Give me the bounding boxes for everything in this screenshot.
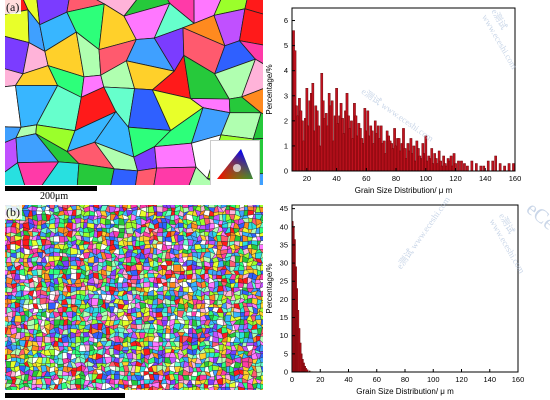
x-tick-label: 120 [455, 375, 468, 384]
grain-mosaic [5, 205, 263, 390]
y-tick-label: 30 [280, 259, 288, 268]
histogram-bar [503, 165, 506, 172]
x-tick-label: 80 [392, 174, 400, 183]
x-tick-label: 60 [362, 174, 370, 183]
ebsd-map-fine [5, 205, 263, 390]
x-tick-label: 120 [449, 174, 462, 183]
scale-bar-a-label: 200μm [40, 191, 69, 202]
y-tick-label: 5 [284, 41, 288, 50]
ipf-color-key [210, 140, 260, 185]
bar-series [291, 221, 313, 373]
histogram-bar [494, 155, 497, 172]
histogram-bar [460, 160, 463, 172]
scale-bar-a [5, 186, 97, 191]
panel-label-a: (a) [4, 0, 22, 14]
x-tick-label: 40 [344, 375, 352, 384]
histogram-bar [482, 165, 486, 172]
y-axis-label: Percentage/% [265, 263, 274, 313]
y-tick-label: 0 [284, 368, 288, 377]
histogram-bar [491, 160, 495, 172]
ebsd-map-coarse [5, 0, 263, 185]
x-tick-label: 100 [420, 174, 433, 183]
y-tick-label: 15 [280, 313, 288, 322]
x-tick-label: 160 [512, 375, 525, 384]
panel-label-b: (b) [4, 205, 22, 219]
y-tick-label: 2 [284, 116, 288, 125]
histogram-bar [475, 163, 478, 172]
plot-frame [291, 204, 519, 373]
histogram-bar [466, 165, 469, 172]
y-tick-label: 35 [280, 240, 288, 249]
plot-frame [291, 7, 516, 172]
histogram-bar [479, 165, 483, 172]
histogram-fine: 0 20 40 60 80 100 120 140 160 0 5 10 15 20 25 30 35 40 45 G… [265, 204, 525, 396]
y-tick-label: 3 [284, 91, 288, 100]
x-axis-label: Grain Size Distribution/ μ m [356, 387, 454, 396]
y-tick-label: 45 [280, 204, 288, 213]
x-tick-label: 40 [332, 174, 340, 183]
x-tick-label: 20 [316, 375, 324, 384]
histogram-bar [457, 160, 460, 172]
histogram-bar [470, 160, 474, 172]
x-tick-label: 80 [401, 375, 409, 384]
y-tick-label: 10 [280, 331, 288, 340]
x-tick-label: 140 [479, 174, 492, 183]
x-tick-label: 60 [373, 375, 381, 384]
y-tick-label: 6 [284, 16, 288, 25]
bar-series [292, 30, 515, 172]
x-tick-label: 100 [427, 375, 440, 384]
x-tick-label: 0 [290, 375, 294, 384]
y-tick-label: 40 [280, 222, 288, 231]
y-tick-label: 0 [284, 167, 288, 176]
histogram-bar [486, 160, 490, 172]
y-tick-label: 25 [280, 277, 288, 286]
x-tick-label: 20 [303, 174, 311, 183]
y-tick-label: 4 [284, 66, 288, 75]
histogram-bar [507, 163, 511, 172]
y-tick-label: 1 [284, 141, 288, 150]
histogram-bar [463, 163, 466, 172]
y-tick-label: 5 [284, 349, 288, 358]
histogram-coarse: 20 40 60 80 100 120 140 160 0 1 2 3 4 5 6 Grain Size Di… [265, 7, 522, 195]
scale-bar-b [5, 393, 125, 398]
histogram-bar [305, 368, 308, 373]
x-tick-label: 160 [509, 174, 522, 183]
x-axis-label: Grain Size Distribution/ μ m [355, 186, 453, 195]
ebsd-map-fine-image [5, 205, 263, 390]
histogram-bar [498, 163, 502, 172]
x-tick-label: 140 [483, 375, 496, 384]
histogram-bar [512, 163, 515, 172]
y-axis-label: Percentage/% [265, 64, 274, 114]
y-tick-label: 20 [280, 295, 288, 304]
